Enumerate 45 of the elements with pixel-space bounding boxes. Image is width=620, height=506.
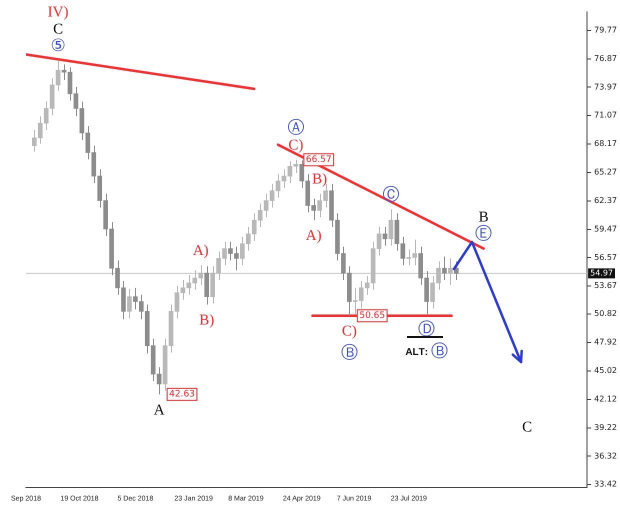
annotation: C) bbox=[342, 324, 357, 340]
y-tick-label: 76.87 bbox=[594, 54, 618, 63]
annotation: ⑤ bbox=[50, 36, 66, 56]
y-tick-label: 50.82 bbox=[594, 309, 618, 318]
y-tick-label: 47.92 bbox=[594, 338, 618, 347]
annotation: B bbox=[478, 210, 489, 226]
annotation: 50.65 bbox=[359, 311, 386, 322]
annotation: 66.57 bbox=[306, 155, 332, 166]
y-tick-label: 33.42 bbox=[594, 480, 618, 489]
annotation: IV) bbox=[48, 4, 69, 20]
y-tick-label: 71.07 bbox=[594, 110, 618, 120]
annotation: C bbox=[53, 21, 64, 38]
annotation: ALT: Ⓑ bbox=[405, 342, 448, 362]
annotation: B) bbox=[199, 312, 214, 328]
candlestick bbox=[204, 266, 210, 305]
annotation: A bbox=[154, 402, 165, 418]
annotation: Ⓒ bbox=[382, 184, 400, 205]
annotation: C) bbox=[288, 138, 304, 154]
y-tick-label: 36.32 bbox=[594, 451, 618, 460]
candlestick bbox=[448, 258, 453, 286]
annotation: Ⓐ bbox=[287, 118, 304, 138]
y-tick-label: 73.97 bbox=[594, 82, 618, 92]
annotation: 42.63 bbox=[169, 390, 195, 400]
annotation: A) bbox=[192, 243, 209, 260]
y-tick-label: 62.37 bbox=[594, 196, 618, 205]
annotation: A) bbox=[306, 228, 322, 244]
annotation: B) bbox=[312, 172, 328, 188]
y-tick-label: 53.67 bbox=[594, 281, 618, 290]
candlestick bbox=[442, 256, 447, 280]
annotation: Ⓓ bbox=[418, 320, 436, 340]
y-tick-label: 45.02 bbox=[594, 366, 618, 376]
y-tick-label: 59.47 bbox=[594, 224, 618, 234]
y-tick-label: 42.12 bbox=[594, 394, 618, 404]
y-tick-label: 65.27 bbox=[594, 168, 618, 177]
candlestick bbox=[127, 288, 132, 319]
candlestick bbox=[388, 208, 394, 246]
annotation: C bbox=[522, 420, 532, 436]
y-tick-label: 68.17 bbox=[594, 139, 618, 148]
ref-line-label: 54.97 bbox=[590, 268, 614, 278]
y-tick-label: 79.77 bbox=[594, 25, 618, 34]
candlestick bbox=[382, 226, 388, 246]
annotation: Ⓑ bbox=[340, 343, 358, 364]
y-tick-label: 56.57 bbox=[594, 252, 618, 262]
annotation: Ⓔ bbox=[475, 224, 492, 244]
y-tick-label: 39.22 bbox=[594, 422, 618, 432]
